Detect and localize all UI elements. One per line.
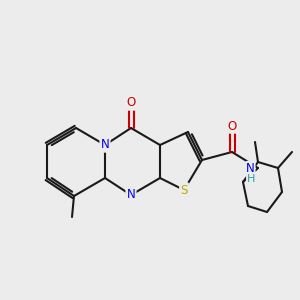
- Text: N: N: [127, 188, 135, 202]
- Text: N: N: [100, 139, 109, 152]
- Text: N: N: [246, 161, 255, 175]
- Text: H: H: [247, 174, 255, 184]
- Text: O: O: [227, 119, 237, 133]
- Text: S: S: [180, 184, 188, 196]
- Text: O: O: [126, 97, 136, 110]
